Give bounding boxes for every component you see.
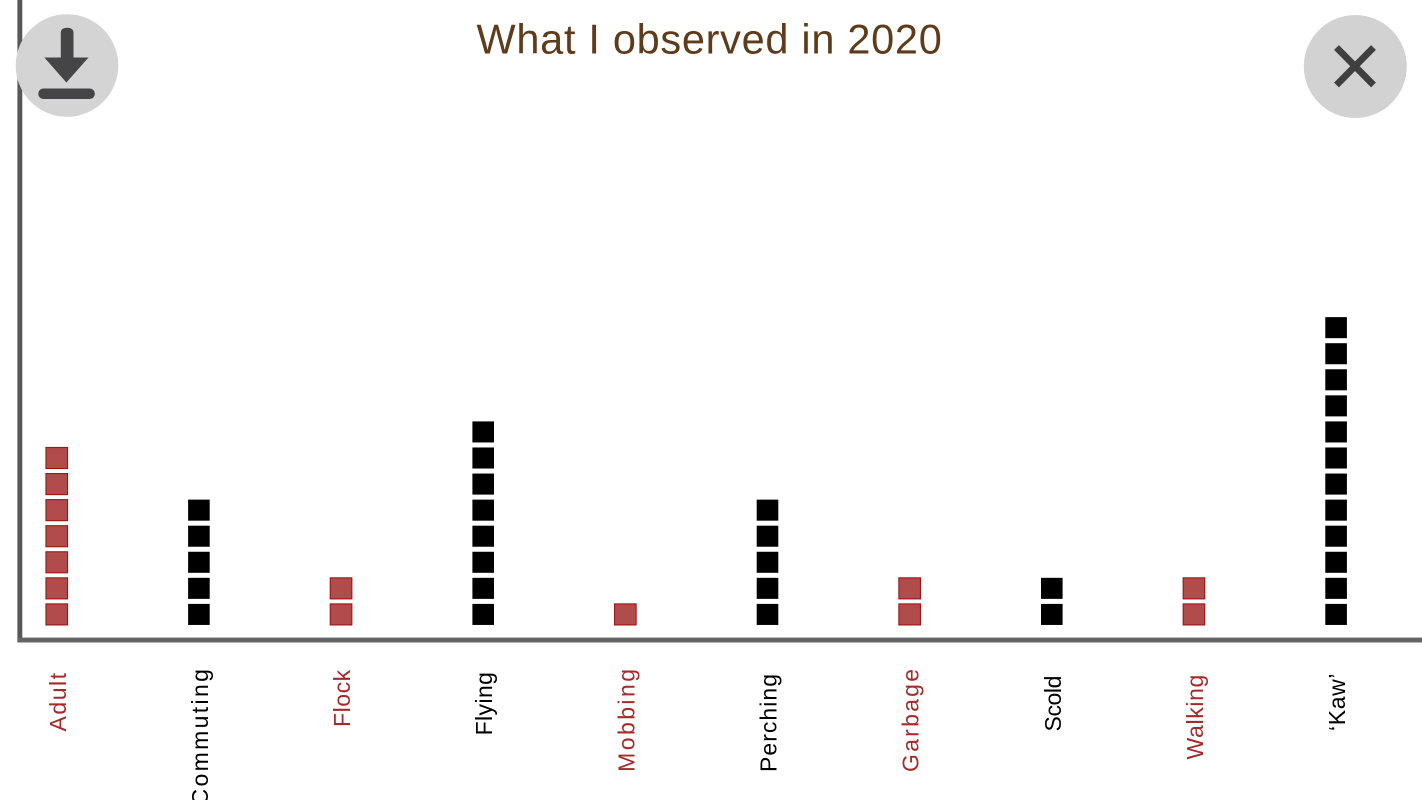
svg-text:Flock: Flock [329,669,355,727]
svg-text:Commuting: Commuting [187,667,213,800]
svg-text:Perching: Perching [756,673,782,772]
svg-text:Flying: Flying [471,672,497,736]
svg-text:Adult: Adult [45,671,71,731]
svg-text:‘Kaw’: ‘Kaw’ [1324,673,1350,731]
svg-text:What I observed in 2020: What I observed in 2020 [477,15,943,62]
svg-text:Scold: Scold [1040,676,1066,732]
svg-text:Walking: Walking [1182,674,1208,760]
svg-text:Garbage: Garbage [898,667,924,772]
svg-text:Mobbing: Mobbing [613,667,639,772]
